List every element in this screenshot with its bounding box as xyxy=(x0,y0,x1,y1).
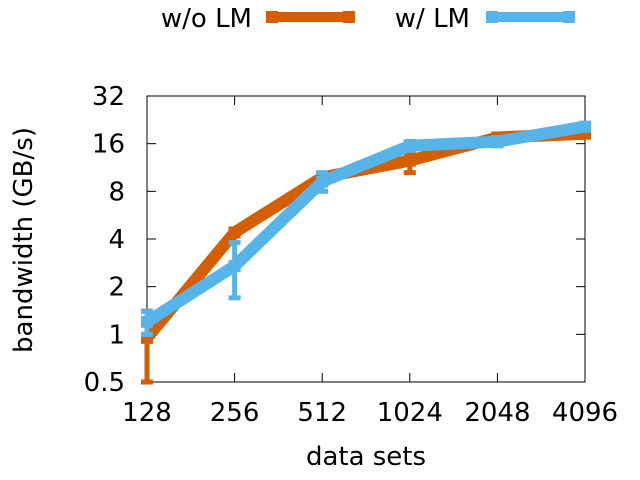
y-tick-label: 2 xyxy=(108,273,125,303)
data-point xyxy=(316,175,329,188)
y-tick-label: 16 xyxy=(92,130,125,160)
x-axis: 128 256 512 1024 2048 4096 xyxy=(122,96,618,428)
x-tick-label: 1024 xyxy=(377,398,443,428)
x-tick-label: 2048 xyxy=(464,398,530,428)
y-tick-label: 1 xyxy=(108,320,125,350)
series-with-lm xyxy=(141,120,591,337)
legend-item: w/ LM xyxy=(395,4,575,34)
legend-label: w/o LM xyxy=(161,4,252,34)
y-axis: 0.5 1 2 4 8 16 32 xyxy=(84,82,585,398)
x-tick-label: 512 xyxy=(297,398,347,428)
x-tick-label: 4096 xyxy=(552,398,618,428)
data-point xyxy=(228,260,241,273)
data-point xyxy=(141,315,153,328)
x-axis-label: data sets xyxy=(306,442,426,472)
data-point xyxy=(228,226,241,239)
legend-marker xyxy=(486,11,498,23)
legend: w/o LM w/ LM xyxy=(161,4,575,34)
data-point xyxy=(403,139,416,152)
legend-marker xyxy=(563,11,575,23)
legend-label: w/ LM xyxy=(395,4,470,34)
x-tick-label: 256 xyxy=(210,398,260,428)
data-point xyxy=(403,154,416,167)
legend-marker xyxy=(266,11,278,23)
y-tick-label: 32 xyxy=(92,82,125,112)
series-line xyxy=(143,120,587,327)
series-layer xyxy=(141,120,591,385)
y-tick-label: 8 xyxy=(108,177,125,207)
y-axis-label: bandwidth (GB/s) xyxy=(9,127,39,353)
y-tick-label: 0.5 xyxy=(84,368,125,398)
data-point xyxy=(579,120,591,133)
x-tick-label: 128 xyxy=(122,398,172,428)
y-tick-label: 4 xyxy=(108,225,125,255)
legend-marker xyxy=(343,11,355,23)
data-point xyxy=(491,135,504,148)
legend-item: w/o LM xyxy=(161,4,355,34)
